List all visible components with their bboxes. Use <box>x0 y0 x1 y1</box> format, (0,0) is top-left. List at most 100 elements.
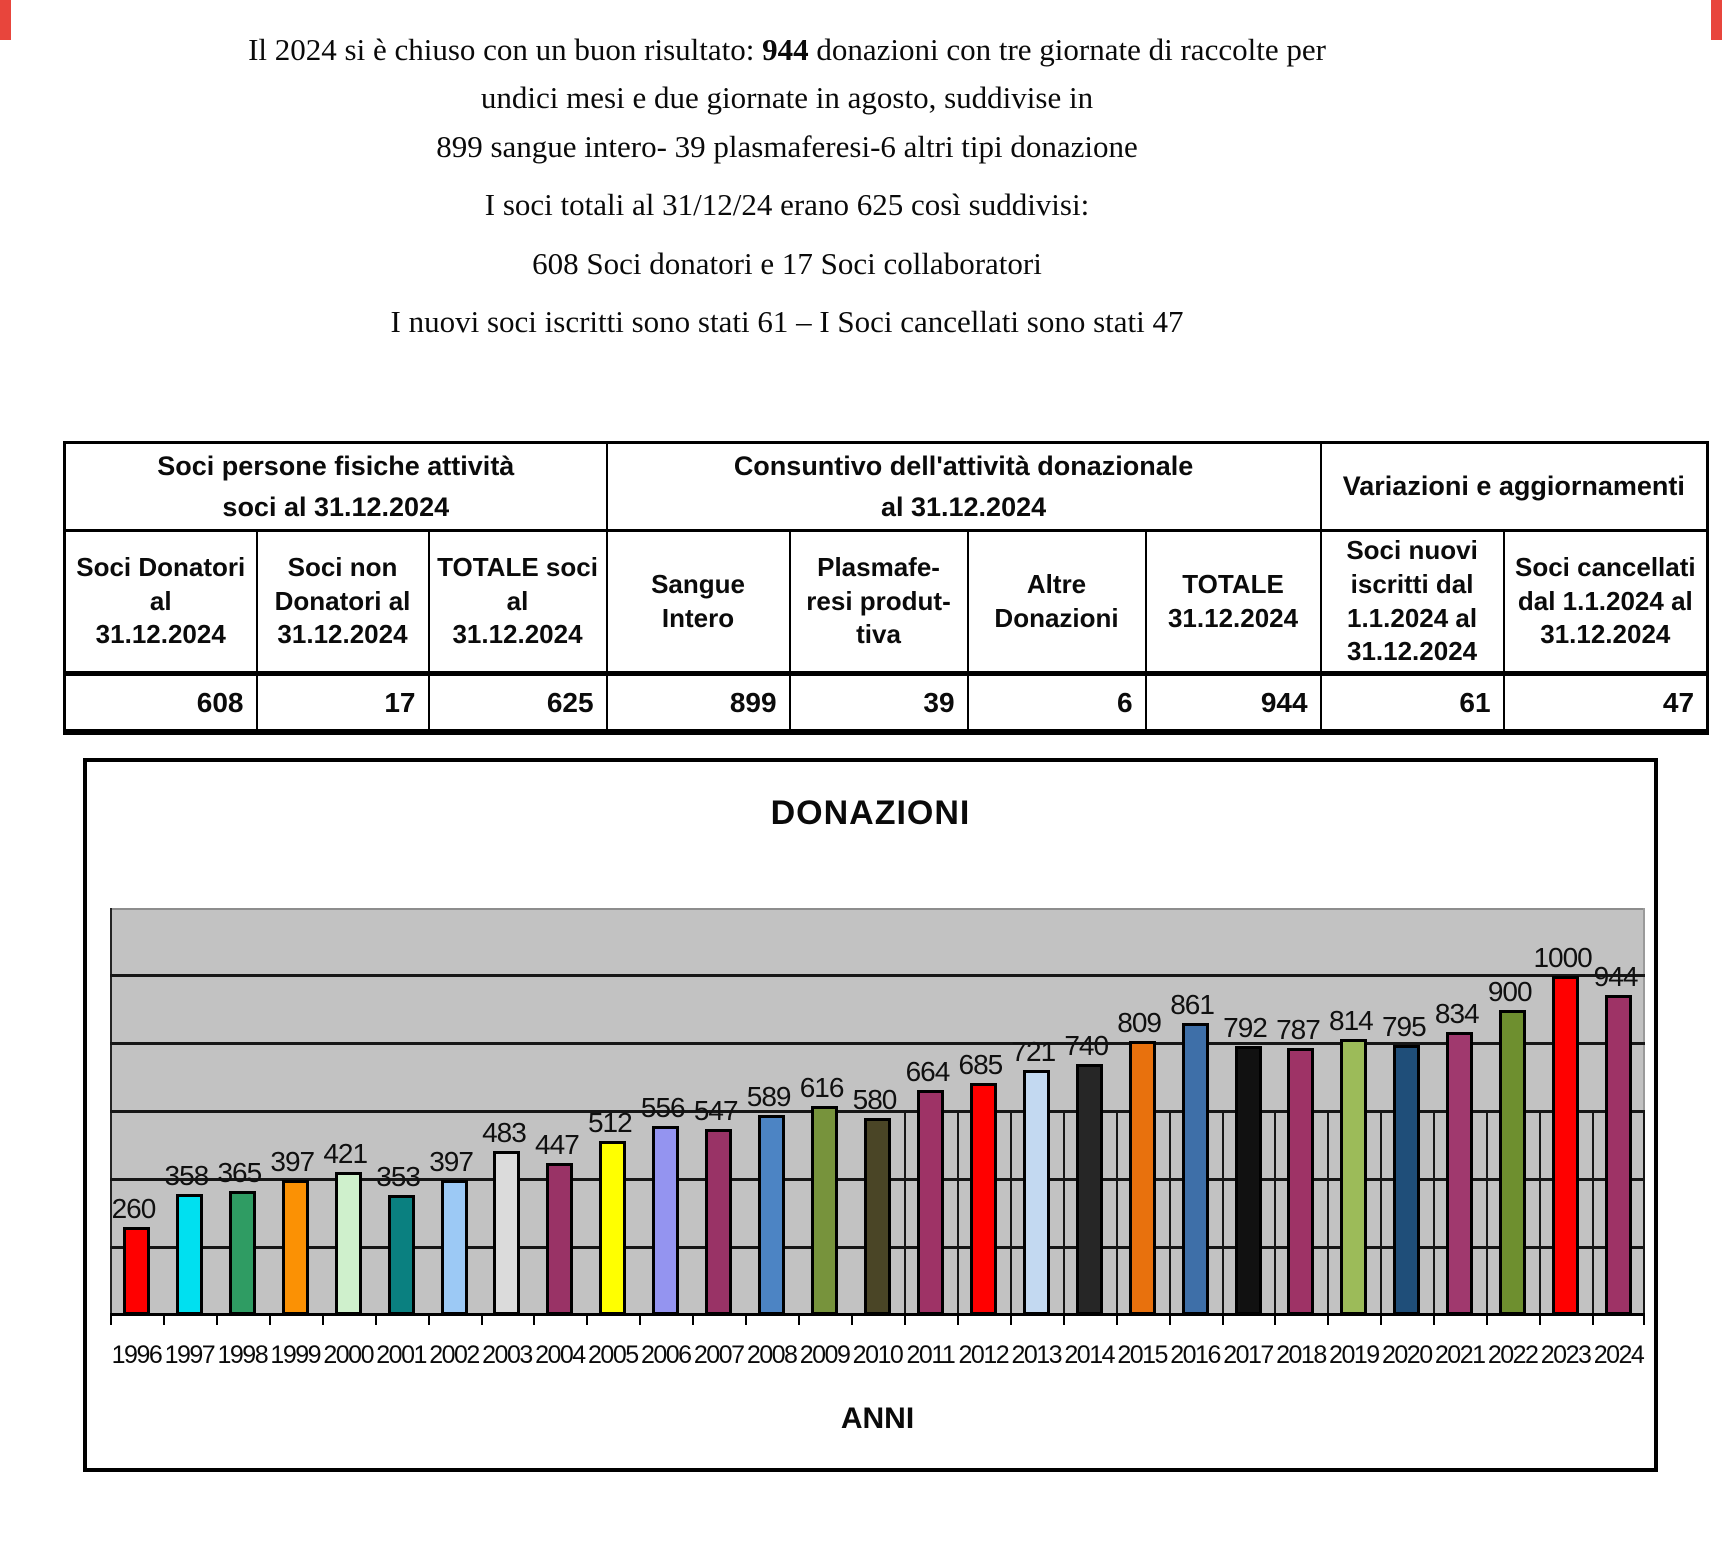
table-group-header-0: Soci persone fisiche attività soci al 31… <box>63 441 608 532</box>
gridline-1000 <box>110 974 1645 978</box>
bar-value-label-2009: 616 <box>799 1072 845 1104</box>
bar-value-label-1997: 358 <box>164 1159 210 1191</box>
bar-value-label-2023: 1000 <box>1533 941 1592 973</box>
chart-title: DONAZIONI <box>770 794 971 832</box>
table-column-header-6: TOTALE 31.12.2024 <box>1144 528 1322 675</box>
bar-1997 <box>175 1193 203 1315</box>
bar-value-label-2013: 721 <box>1011 1036 1056 1068</box>
category-separator-22 <box>1274 1111 1276 1315</box>
bar-value-label-2006: 556 <box>640 1092 686 1124</box>
scan-artifact-left <box>0 0 11 40</box>
x-axis-tick-14 <box>851 1315 853 1325</box>
x-axis-tick-11 <box>692 1315 694 1325</box>
bar-2023 <box>1552 975 1580 1315</box>
bar-2006 <box>652 1126 680 1315</box>
bar-2001 <box>387 1195 415 1315</box>
category-separator-16 <box>957 1111 959 1315</box>
x-tick-label-2019: 2019 <box>1329 1341 1380 1369</box>
bar-value-label-2024: 944 <box>1593 960 1639 992</box>
bar-value-label-2011: 664 <box>905 1055 951 1087</box>
intro-line-1-prefix: Il 2024 si è chiuso con un buon risultat… <box>248 32 763 67</box>
x-tick-label-2012: 2012 <box>958 1341 1010 1369</box>
bar-2004 <box>546 1163 574 1315</box>
x-tick-label-1998: 1998 <box>217 1341 269 1369</box>
bar-2000 <box>334 1172 362 1315</box>
x-axis-tick-18 <box>1063 1315 1065 1325</box>
x-tick-label-1999: 1999 <box>270 1341 321 1369</box>
table-group-header-1: Consuntivo dell'attività donazionale al … <box>605 441 1322 532</box>
x-axis-line <box>110 1313 1645 1316</box>
bar-2017 <box>1234 1046 1262 1315</box>
x-tick-label-2010: 2010 <box>852 1341 904 1369</box>
x-axis-tick-27 <box>1539 1315 1541 1325</box>
x-tick-label-2003: 2003 <box>482 1341 533 1369</box>
x-axis-tick-4 <box>322 1315 324 1325</box>
x-axis-tick-13 <box>798 1315 800 1325</box>
x-tick-label-2001: 2001 <box>376 1341 427 1369</box>
bar-value-label-2016: 861 <box>1170 988 1215 1020</box>
category-separator-15 <box>904 1111 906 1315</box>
x-tick-label-2023: 2023 <box>1540 1341 1592 1369</box>
table-column-header-0: Soci Donatori al 31.12.2024 <box>63 528 258 675</box>
x-axis-tick-7 <box>481 1315 483 1325</box>
intro-line-1: Il 2024 si è chiuso con un buon risultat… <box>37 30 1537 70</box>
x-tick-label-2007: 2007 <box>693 1341 745 1369</box>
intro-line-1-total: 944 <box>762 32 809 67</box>
intro-line-2: undici mesi e due giornate in agosto, su… <box>480 80 1094 115</box>
table-value-6: 944 <box>1144 671 1322 734</box>
x-axis-tick-29 <box>1643 1315 1645 1325</box>
bar-2020 <box>1393 1045 1421 1315</box>
bar-value-label-2004: 447 <box>535 1129 580 1161</box>
summary-table: Soci persone fisiche attività soci al 31… <box>63 441 1710 736</box>
table-value-8: 47 <box>1502 671 1709 734</box>
bar-value-label-1999: 397 <box>270 1146 315 1178</box>
plot-border-top <box>110 908 1645 910</box>
x-tick-label-2009: 2009 <box>799 1341 851 1369</box>
bar-2016 <box>1181 1022 1209 1315</box>
x-axis-tick-0 <box>110 1315 112 1325</box>
chart-plot-area: 260 358 365 397 421 353 397 483 447 512 556 547 589 6… <box>110 908 1645 1316</box>
bar-value-label-2021: 834 <box>1434 998 1480 1030</box>
bar-2005 <box>599 1141 627 1315</box>
x-axis-tick-25 <box>1433 1315 1435 1325</box>
bar-2011 <box>916 1089 944 1315</box>
bar-2024 <box>1605 994 1633 1315</box>
table-column-header-1: Soci non Donatori al 31.12.2024 <box>255 528 430 675</box>
category-separator-17 <box>1010 1111 1012 1315</box>
table-value-7: 61 <box>1319 671 1505 734</box>
table-value-3: 899 <box>605 671 791 734</box>
bar-2009 <box>811 1106 839 1315</box>
gridline-600 <box>110 1110 1645 1113</box>
bar-value-label-2012: 685 <box>958 1048 1004 1080</box>
x-axis-tick-3 <box>269 1315 271 1325</box>
x-axis-tick-19 <box>1116 1315 1118 1325</box>
x-axis-tick-15 <box>904 1315 906 1325</box>
table-value-1: 17 <box>255 671 430 734</box>
x-axis-tick-8 <box>533 1315 535 1325</box>
x-tick-label-2006: 2006 <box>640 1341 692 1369</box>
category-separator-19 <box>1116 1111 1118 1315</box>
bar-2013 <box>1022 1070 1050 1315</box>
bar-2003 <box>493 1151 521 1315</box>
bar-value-label-2007: 547 <box>693 1095 739 1127</box>
bar-2021 <box>1446 1032 1474 1315</box>
x-axis-tick-21 <box>1222 1315 1224 1325</box>
bar-value-label-2019: 814 <box>1329 1004 1374 1036</box>
table-column-header-4: Plasmafe- resi produt- tiva <box>788 528 969 675</box>
bar-value-label-2001: 353 <box>376 1161 421 1193</box>
x-tick-label-2015: 2015 <box>1117 1341 1168 1369</box>
bar-value-label-2014: 740 <box>1064 1030 1109 1062</box>
x-tick-label-2004: 2004 <box>535 1341 586 1369</box>
x-axis-tick-23 <box>1327 1315 1329 1325</box>
table-group-header-2: Variazioni e aggiornamenti <box>1319 441 1709 532</box>
category-separator-25 <box>1433 1111 1435 1315</box>
x-axis-tick-16 <box>957 1315 959 1325</box>
x-tick-label-2008: 2008 <box>746 1341 798 1369</box>
x-axis-tick-28 <box>1592 1315 1594 1325</box>
category-separator-24 <box>1380 1111 1382 1315</box>
bar-2002 <box>440 1180 468 1315</box>
bar-1998 <box>228 1191 256 1315</box>
x-axis-tick-6 <box>428 1315 430 1325</box>
x-axis-tick-10 <box>639 1315 641 1325</box>
bar-2022 <box>1499 1009 1527 1315</box>
